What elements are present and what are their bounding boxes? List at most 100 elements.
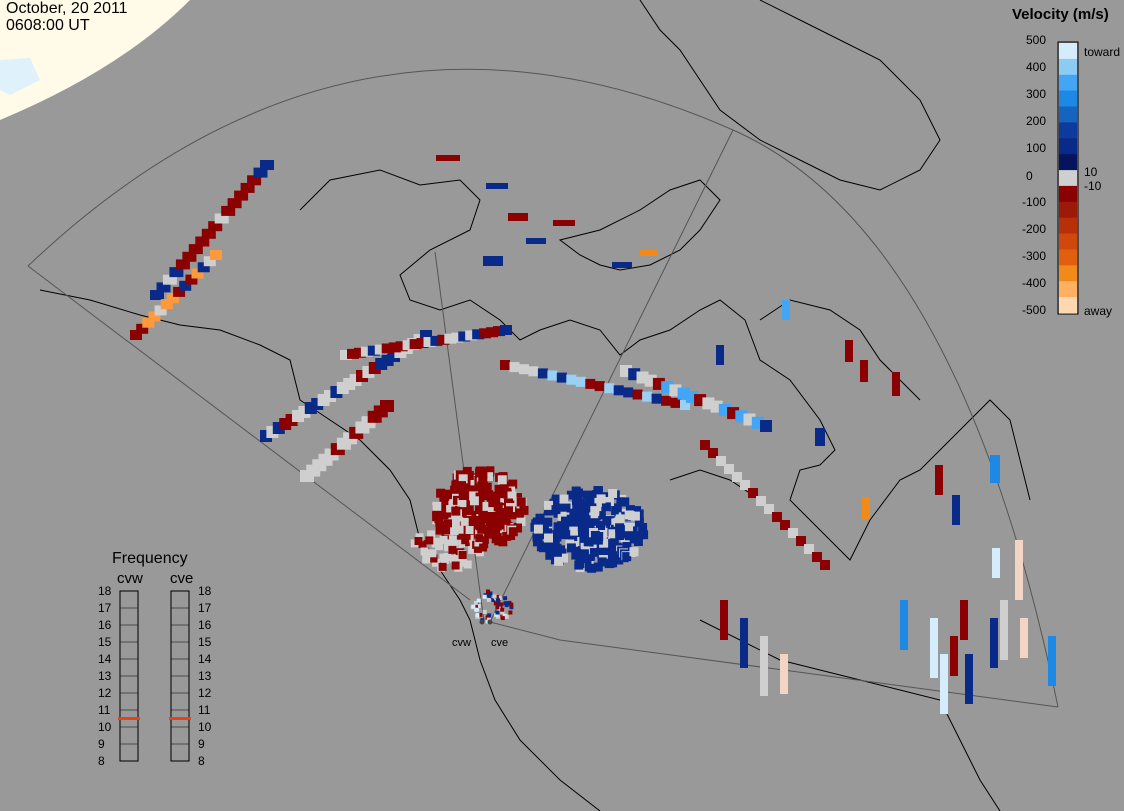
backscatter-cell — [552, 532, 562, 542]
frequency-scale-label-right: 9 — [198, 737, 205, 751]
backscatter-cell — [720, 600, 728, 640]
backscatter-cell — [430, 335, 443, 346]
backscatter-cell — [490, 521, 500, 531]
frequency-scale-label-left: 15 — [98, 635, 112, 649]
backscatter-cell — [485, 466, 495, 476]
backscatter-cell — [432, 558, 440, 567]
backscatter-cell — [191, 268, 204, 279]
backscatter-cell — [438, 562, 447, 571]
backscatter-cell — [465, 526, 474, 534]
backscatter-cell — [450, 485, 460, 495]
away-label: away — [1084, 304, 1113, 318]
backscatter-cell — [503, 601, 508, 606]
backscatter-cell — [428, 549, 437, 558]
backscatter-cell — [208, 221, 223, 232]
backscatter-cell — [661, 395, 672, 406]
frequency-scale-label-right: 17 — [198, 601, 212, 615]
colorbar-cell — [1059, 297, 1077, 314]
frequency-scale-label-right: 16 — [198, 618, 212, 632]
backscatter-cell — [188, 244, 203, 255]
backscatter-cell — [557, 511, 567, 521]
backscatter-cell — [615, 523, 625, 533]
backscatter-cell — [451, 480, 461, 490]
backscatter-cell — [476, 598, 481, 603]
colorbar-tick-label: -500 — [1022, 303, 1047, 317]
backscatter-cell — [574, 488, 583, 498]
backscatter-cell — [480, 491, 490, 501]
backscatter-cell — [584, 492, 594, 502]
backscatter-cell — [624, 522, 633, 532]
backscatter-cell — [462, 483, 472, 493]
backscatter-cell — [210, 250, 222, 260]
backscatter-cell — [203, 256, 216, 267]
backscatter-cell — [589, 547, 599, 557]
backscatter-cell — [185, 274, 198, 285]
backscatter-cell — [499, 602, 504, 607]
backscatter-cell — [484, 472, 494, 482]
backscatter-cell — [952, 495, 960, 525]
backscatter-cell — [608, 529, 618, 539]
backscatter-cell — [353, 347, 366, 358]
backscatter-cell — [638, 523, 648, 532]
backscatter-cell — [214, 213, 229, 224]
backscatter-cell — [632, 389, 643, 400]
backscatter-cell — [457, 508, 467, 518]
backscatter-cell — [154, 305, 167, 316]
backscatter-cell — [429, 554, 438, 563]
backscatter-cell — [449, 555, 458, 563]
backscatter-cell — [479, 543, 488, 552]
colorbar-title: Velocity (m/s) — [1012, 6, 1109, 23]
backscatter-cell — [612, 503, 622, 513]
backscatter-cell — [471, 482, 480, 492]
backscatter-cell — [130, 330, 142, 340]
backscatter-cell — [182, 251, 197, 262]
backscatter-cell — [495, 605, 500, 610]
cvw-site-marker — [479, 619, 485, 625]
backscatter-cell — [253, 167, 268, 178]
backscatter-cell — [503, 596, 508, 601]
backscatter-cell — [633, 537, 643, 546]
backscatter-cell — [590, 506, 600, 516]
backscatter-cell — [166, 293, 179, 304]
backscatter-cell — [461, 536, 470, 545]
backscatter-cell — [478, 612, 483, 617]
backscatter-cell — [604, 383, 615, 394]
backscatter-cell — [494, 594, 499, 599]
backscatter-cell — [508, 610, 513, 615]
backscatter-cell — [716, 345, 724, 365]
backscatter-cell — [601, 502, 611, 512]
backscatter-cell — [593, 562, 603, 572]
colorbar-cell — [1059, 249, 1077, 266]
backscatter-cell — [587, 563, 597, 573]
backscatter-cell — [422, 555, 431, 564]
backscatter-cell — [504, 506, 513, 516]
backscatter-cell — [367, 345, 380, 356]
backscatter-cell — [860, 360, 868, 382]
backscatter-cell — [156, 282, 171, 293]
backscatter-cell — [489, 529, 499, 539]
backscatter-cell — [545, 546, 555, 556]
backscatter-cell — [486, 617, 491, 622]
colorbar-tick-label: 300 — [1026, 87, 1047, 101]
backscatter-cell — [580, 551, 589, 561]
backscatter-cell — [463, 506, 473, 516]
backscatter-cell — [561, 516, 570, 526]
backscatter-cell — [444, 519, 452, 528]
backscatter-cell — [502, 531, 512, 541]
backscatter-cells — [130, 155, 1056, 714]
backscatter-cell — [760, 636, 768, 696]
backscatter-cell — [500, 607, 505, 612]
backscatter-cell — [990, 455, 1000, 483]
backscatter-cell — [1015, 540, 1023, 600]
frequency-radar-cve: cve — [170, 570, 194, 587]
colorbar-cell — [1059, 58, 1077, 76]
backscatter-cell — [443, 553, 452, 561]
backscatter-cell — [480, 514, 490, 524]
colorbar-gradient — [1059, 43, 1077, 314]
backscatter-cell — [605, 497, 614, 506]
frequency-scale-label-left: 17 — [98, 601, 112, 615]
backscatter-cell — [465, 330, 478, 341]
backscatter-cell — [509, 362, 520, 373]
backscatter-cell — [585, 378, 596, 389]
backscatter-cell — [1020, 618, 1028, 658]
